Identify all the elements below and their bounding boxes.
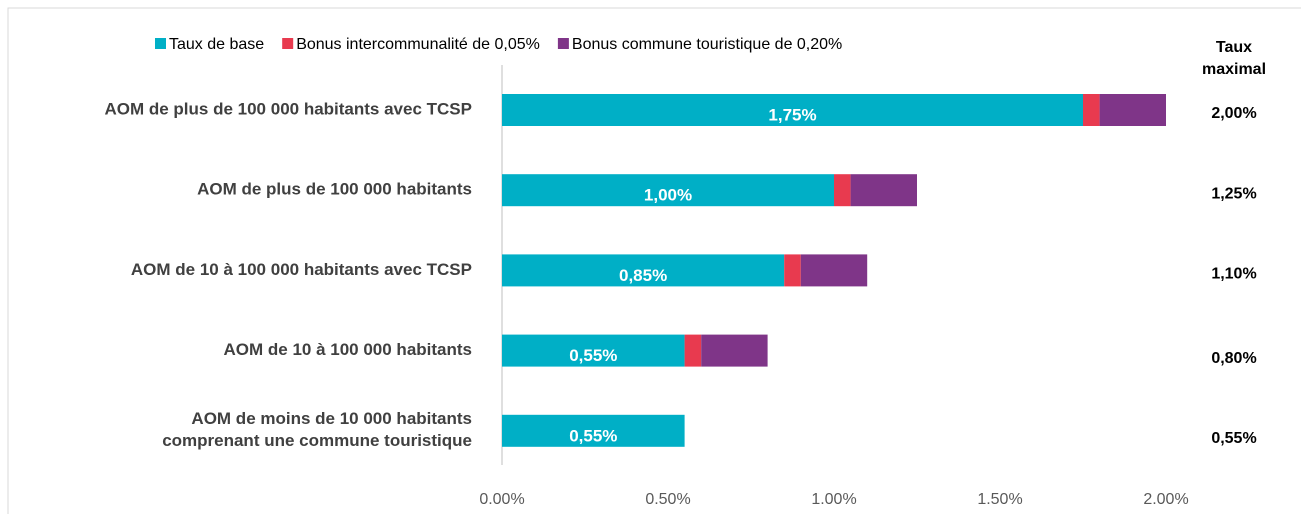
- category-label: AOM de 10 à 100 000 habitants: [224, 340, 473, 359]
- bar-value-label: 0,55%: [569, 346, 617, 365]
- bar-value-label: 1,75%: [768, 105, 816, 124]
- category-label: AOM de 10 à 100 000 habitants avec TCSP: [131, 260, 472, 279]
- chart-frame: [7, 7, 1301, 514]
- bar-segment: [834, 174, 851, 207]
- total-label: 0,80%: [1211, 350, 1256, 367]
- total-label: 1,10%: [1211, 266, 1256, 283]
- category-label: AOM de plus de 100 000 habitants avec TC…: [104, 99, 472, 118]
- bar-value-label: 0,55%: [569, 426, 617, 445]
- total-label: 2,00%: [1211, 105, 1256, 122]
- x-tick-label: 0.50%: [645, 491, 690, 508]
- legend-swatch: [557, 38, 569, 49]
- bar-value-label: 1,00%: [644, 186, 692, 205]
- bar-segment: [502, 174, 834, 207]
- bar-segment: [502, 254, 785, 287]
- x-tick-label: 1.50%: [977, 491, 1022, 508]
- bar-segment: [1083, 94, 1100, 126]
- bar-value-label: 0,85%: [619, 266, 667, 285]
- legend-swatch: [282, 38, 294, 49]
- bar-segment: [701, 334, 768, 367]
- totals-title: maximal: [1202, 61, 1266, 78]
- bar-segment: [800, 254, 868, 287]
- bar-segment: [502, 94, 1083, 126]
- bar-segment: [502, 334, 685, 367]
- bar-segment: [1099, 94, 1166, 126]
- total-label: 0,55%: [1211, 430, 1256, 447]
- category-label: AOM de plus de 100 000 habitants: [197, 180, 472, 199]
- legend-label: Bonus intercommunalité de 0,05%: [296, 36, 540, 53]
- legend-label: Taux de base: [169, 36, 264, 53]
- bar-segment: [784, 254, 801, 287]
- x-tick-label: 0.00%: [479, 491, 524, 508]
- category-label: AOM de moins de 10 000 habitants comprena…: [162, 409, 472, 450]
- legend-label: Bonus commune touristique de 0,20%: [572, 36, 842, 53]
- bar-segment: [850, 174, 917, 207]
- legend-swatch: [155, 38, 166, 49]
- x-tick-label: 2.00%: [1143, 491, 1188, 508]
- totals-title: Taux: [1216, 39, 1252, 56]
- bar-segment: [684, 334, 702, 367]
- x-tick-label: 1.00%: [811, 491, 856, 508]
- bar-segment: [502, 414, 685, 447]
- total-label: 1,25%: [1211, 185, 1256, 202]
